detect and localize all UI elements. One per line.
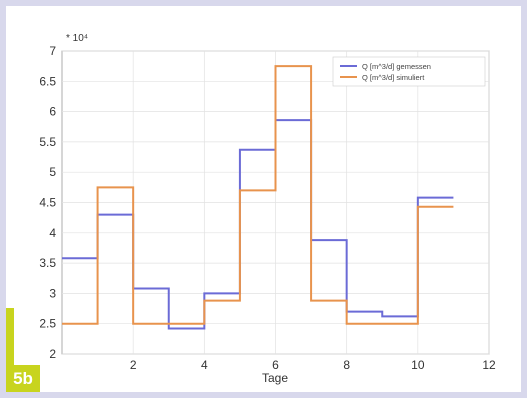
- y-tick-label: 2.5: [39, 317, 56, 331]
- accent-bar: [6, 308, 14, 392]
- y-tick-label: 6: [49, 105, 56, 119]
- y-tick-label: 6.5: [39, 74, 56, 88]
- series-line-simuliert: [62, 65, 454, 325]
- legend-entry: Q [m^3/d] simuliert: [362, 73, 425, 82]
- figure-badge: 5b: [6, 365, 40, 392]
- y-tick-label: 5.5: [39, 135, 56, 149]
- x-tick-label: 2: [130, 358, 137, 372]
- x-axis-label: Tage: [262, 371, 288, 385]
- y-tick-label: 2: [49, 347, 56, 361]
- legend: Q [m^3/d] gemessen Q [m^3/d] simuliert: [332, 56, 486, 87]
- y-tick-label: 4: [49, 226, 56, 240]
- x-tick-label: 6: [272, 358, 279, 372]
- y-tick-label: 5: [49, 165, 56, 179]
- y-tick-label: 7: [49, 44, 56, 58]
- x-tick-label: 4: [201, 358, 208, 372]
- legend-box: [332, 56, 486, 87]
- axis-ticks: 2 2.5 3 3.5 4 4.5 5 5.5 6 6.5 7 2 4 6 8 10 12: [39, 44, 496, 372]
- y-scale-label: * 10⁴: [66, 33, 88, 44]
- series-group: [62, 65, 454, 330]
- y-tick-label: 3: [49, 286, 56, 300]
- y-tick-label: 3.5: [39, 256, 56, 270]
- x-tick-label: 12: [482, 358, 496, 372]
- y-tick-label: 4.5: [39, 196, 56, 210]
- legend-entry: Q [m^3/d] gemessen: [362, 62, 431, 71]
- x-tick-label: 10: [411, 358, 425, 372]
- x-tick-label: 8: [343, 358, 350, 372]
